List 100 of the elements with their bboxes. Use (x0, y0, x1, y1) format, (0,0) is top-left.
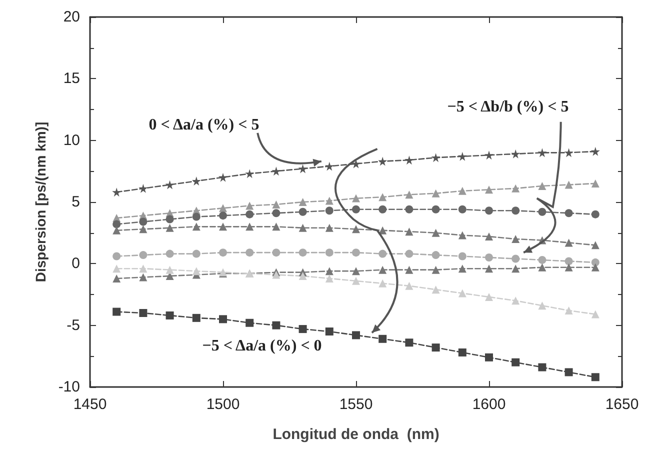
point (138, 184, 148, 193)
point (325, 274, 334, 282)
point (298, 198, 307, 206)
y-tick-label: 15 (63, 70, 80, 88)
point (511, 149, 520, 158)
point (325, 328, 334, 336)
point (139, 273, 148, 282)
point (484, 150, 494, 160)
point (538, 263, 546, 272)
point (272, 166, 281, 176)
point (564, 263, 573, 272)
point (112, 220, 121, 228)
y-tick-label: 10 (63, 132, 80, 149)
point (564, 257, 573, 266)
point (352, 331, 360, 340)
point (298, 224, 307, 232)
x-tick-label: 1450 (73, 396, 107, 413)
annotation: −5 < Δa/a (%) < 0 (202, 338, 322, 354)
x-tick-label: 1650 (605, 396, 639, 413)
x-axis-title: Longitud de onda (nm) (272, 426, 440, 443)
point (432, 205, 440, 214)
y-axis-title: Dispersion [ps/(nm km)] (32, 122, 48, 282)
point (432, 251, 440, 260)
point (378, 156, 388, 166)
point (591, 310, 600, 318)
x-tick-label: 1550 (339, 396, 373, 413)
point (378, 334, 387, 343)
point (485, 264, 493, 273)
point (485, 186, 493, 194)
point (325, 267, 334, 276)
point (432, 266, 440, 274)
point (166, 224, 174, 232)
point (591, 258, 600, 266)
point (325, 224, 334, 232)
point (298, 208, 307, 216)
point (432, 344, 440, 352)
point (512, 206, 520, 215)
point (272, 222, 280, 231)
x-tick-label: 1600 (472, 396, 506, 413)
point (192, 314, 200, 322)
point (432, 189, 440, 198)
point (538, 302, 546, 310)
point (458, 152, 467, 161)
point (378, 205, 387, 214)
point (246, 210, 254, 218)
point (324, 162, 334, 171)
point (512, 254, 520, 263)
point (591, 241, 600, 250)
point (325, 206, 334, 215)
point (591, 263, 600, 272)
point (512, 235, 520, 243)
point (298, 272, 307, 280)
point (246, 222, 254, 231)
point (246, 248, 254, 257)
point (272, 270, 280, 279)
point (458, 252, 466, 260)
x-tick-label: 1500 (206, 396, 240, 413)
point (219, 248, 227, 257)
point (485, 353, 493, 362)
point (112, 226, 121, 234)
point (352, 248, 360, 257)
point (298, 164, 308, 174)
y-tick-label: -5 (66, 316, 80, 334)
point (246, 318, 254, 327)
point (405, 228, 414, 236)
point (564, 238, 573, 247)
point (192, 250, 200, 258)
point (485, 292, 493, 301)
point (590, 146, 600, 156)
point (165, 180, 174, 190)
point (458, 289, 466, 298)
point (378, 266, 387, 274)
point (564, 368, 573, 376)
y-tick-label: 0 (72, 255, 80, 272)
point (538, 208, 546, 216)
point (298, 325, 307, 334)
point (298, 248, 307, 257)
point (166, 311, 174, 320)
point (432, 286, 440, 294)
point (512, 358, 520, 366)
point (591, 210, 600, 218)
point (352, 276, 360, 285)
point (139, 225, 148, 234)
point (272, 248, 280, 257)
point (564, 306, 573, 315)
point (352, 267, 360, 276)
y-tick-label: 5 (72, 194, 80, 210)
point (538, 148, 547, 158)
point (485, 254, 493, 262)
point (538, 363, 546, 372)
point (538, 256, 546, 264)
point (272, 209, 280, 218)
point (139, 251, 148, 260)
point (272, 200, 280, 208)
point (458, 205, 466, 214)
y-tick-label: 20 (63, 8, 80, 26)
point (112, 264, 121, 273)
point (352, 194, 360, 202)
point (378, 193, 387, 202)
point (245, 169, 254, 178)
